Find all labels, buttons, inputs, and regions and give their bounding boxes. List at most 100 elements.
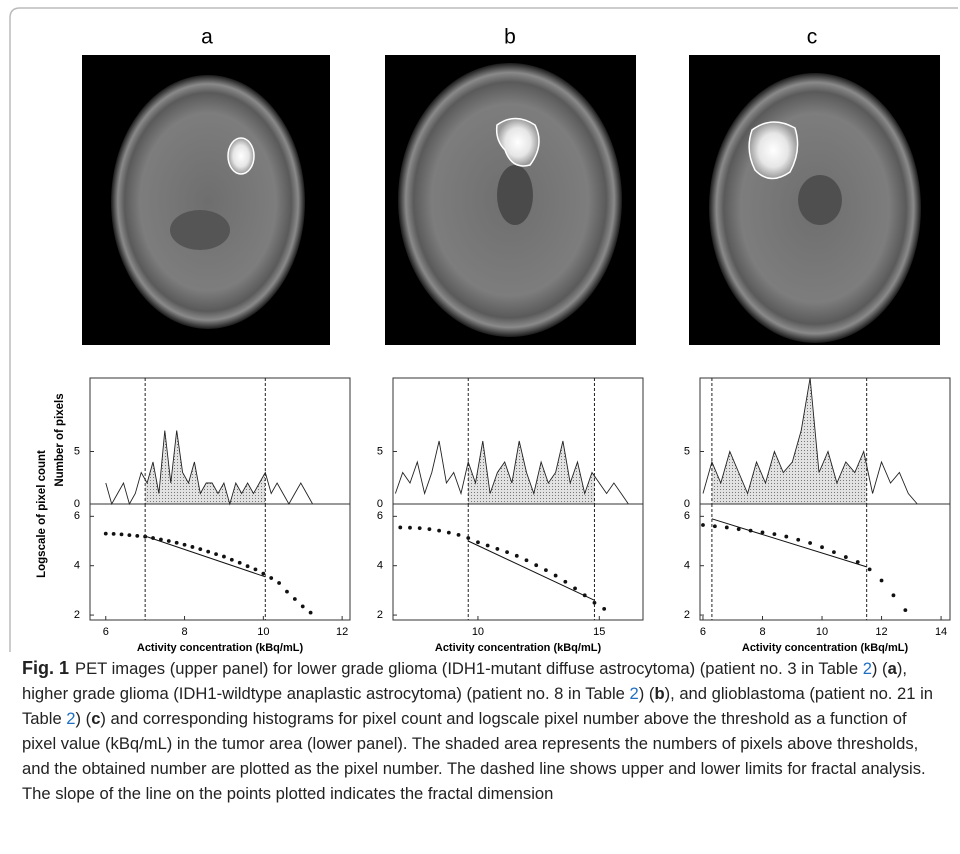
x-tick-label: 10 xyxy=(472,626,484,638)
point xyxy=(206,549,211,554)
point xyxy=(796,537,801,542)
x-axis-title: Activity concentration (kBq/mL) xyxy=(137,642,304,654)
point xyxy=(456,532,461,537)
histogram-line xyxy=(105,430,313,506)
y-tick-label: 5 xyxy=(377,445,383,457)
y-tick-label: 5 xyxy=(74,445,80,457)
point xyxy=(724,525,729,530)
panel-label: a xyxy=(201,26,213,49)
point xyxy=(485,543,490,548)
point xyxy=(891,593,896,598)
point xyxy=(712,524,717,529)
point xyxy=(903,608,908,613)
plot-frame xyxy=(89,377,351,505)
point xyxy=(214,552,218,557)
point xyxy=(261,571,266,576)
x-tick-label: 8 xyxy=(181,626,187,638)
point xyxy=(736,527,741,532)
point xyxy=(111,531,116,536)
caption-plain: ) and corresponding histograms for pixel… xyxy=(22,709,926,803)
point xyxy=(398,525,403,530)
point xyxy=(308,610,313,615)
point xyxy=(592,600,597,605)
caption-link[interactable]: 2 xyxy=(629,684,639,703)
point xyxy=(237,560,242,565)
y-tick-label: 0 xyxy=(377,498,383,510)
y-tick-label: 0 xyxy=(74,498,80,510)
point xyxy=(784,534,789,539)
point xyxy=(524,558,529,563)
point xyxy=(534,563,539,568)
plot-frame xyxy=(89,503,351,621)
x-tick-label: 12 xyxy=(875,626,887,638)
x-tick-label: 8 xyxy=(759,626,765,638)
point xyxy=(867,567,872,572)
point xyxy=(495,547,500,551)
point xyxy=(544,568,548,573)
pet-image xyxy=(82,55,330,345)
y-tick-label: 4 xyxy=(684,560,690,572)
point xyxy=(879,578,884,583)
point xyxy=(285,589,289,594)
point xyxy=(127,533,132,537)
point xyxy=(701,523,705,527)
caption-plain: PET images (upper panel) for lower grade… xyxy=(75,659,863,678)
y-tick-label: 2 xyxy=(74,609,80,621)
point xyxy=(190,545,195,549)
caption-plain: ) ( xyxy=(638,684,655,703)
point xyxy=(427,527,432,532)
shaded-area xyxy=(145,430,266,504)
x-tick-label: 6 xyxy=(103,626,109,638)
point xyxy=(553,573,558,578)
point xyxy=(843,555,848,559)
x-tick-label: 12 xyxy=(336,626,348,638)
caption-bold: c xyxy=(91,709,101,728)
frame xyxy=(9,7,958,652)
shaded-area xyxy=(468,441,595,504)
panel-label: c xyxy=(807,26,818,49)
caption-link[interactable]: 2 xyxy=(862,659,872,678)
shaded-area xyxy=(711,378,867,504)
fit-line xyxy=(711,518,867,568)
y-tick-label: 2 xyxy=(684,609,690,621)
point xyxy=(772,532,777,537)
point xyxy=(808,541,813,545)
y-tick-label: 6 xyxy=(684,510,690,522)
caption-lbl: Fig. 1 xyxy=(22,658,70,678)
fit-line xyxy=(145,535,266,578)
point xyxy=(563,579,568,584)
point xyxy=(222,554,226,559)
y-tick-label: 6 xyxy=(74,510,80,522)
x-tick-label: 15 xyxy=(593,626,605,638)
point xyxy=(182,542,187,547)
pet-image xyxy=(385,55,636,345)
point xyxy=(103,531,108,536)
plot-frame xyxy=(392,503,644,621)
x-axis-title: Activity concentration (kBq/mL) xyxy=(435,642,602,654)
point xyxy=(119,532,124,537)
point xyxy=(417,526,422,531)
fit-line xyxy=(467,540,595,601)
figure: a b c Number of pixels Logscale of pixel cou… xyxy=(9,7,958,654)
point xyxy=(408,525,412,530)
point xyxy=(602,606,607,611)
point xyxy=(174,540,179,545)
point xyxy=(855,560,860,564)
histogram-line xyxy=(702,377,918,505)
point xyxy=(573,586,577,591)
point xyxy=(269,576,274,580)
point xyxy=(292,597,297,601)
x-axis-title: Activity concentration (kBq/mL) xyxy=(742,642,909,654)
panel-label: b xyxy=(504,26,516,49)
caption: Fig. 1 PET images (upper panel) for lower… xyxy=(22,656,942,806)
caption-bold: a xyxy=(887,659,897,678)
point xyxy=(300,604,305,609)
point xyxy=(253,567,258,572)
point xyxy=(198,547,203,552)
caption-plain: ) ( xyxy=(871,659,888,678)
y-tick-label: 5 xyxy=(684,445,690,457)
x-tick-label: 10 xyxy=(257,626,269,638)
point xyxy=(466,536,471,540)
caption-link[interactable]: 2 xyxy=(66,709,76,728)
